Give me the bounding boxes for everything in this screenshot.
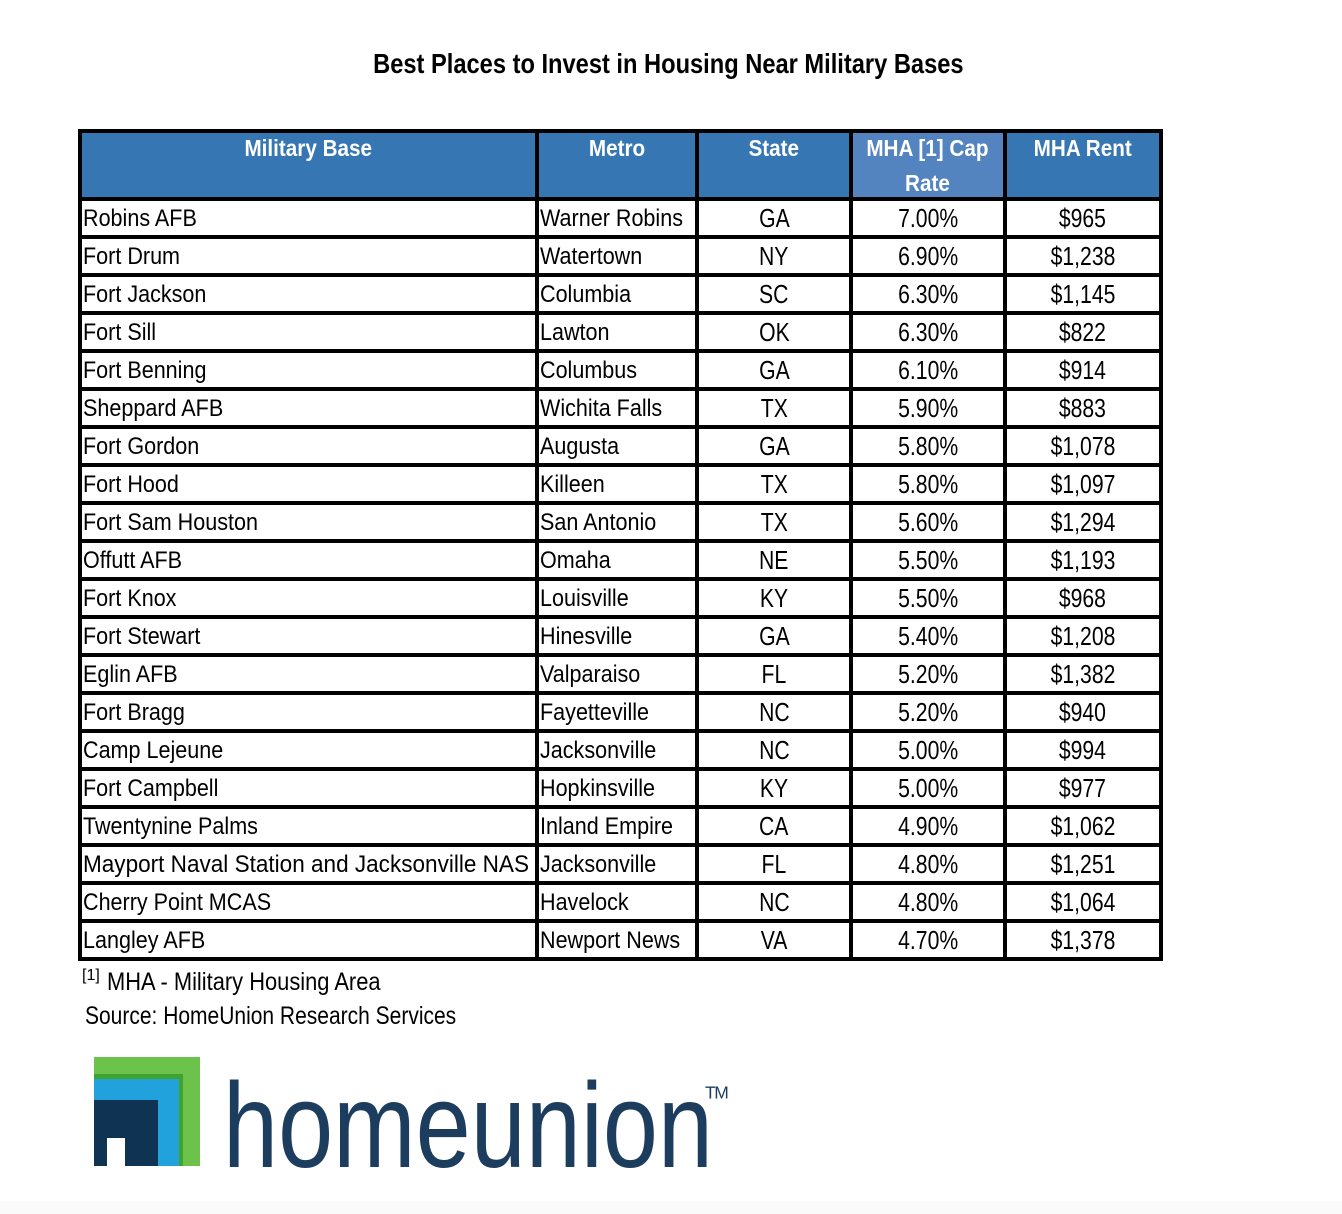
svg-text:homeunion: homeunion: [223, 1057, 713, 1193]
svg-text:TM: TM: [705, 1082, 728, 1102]
